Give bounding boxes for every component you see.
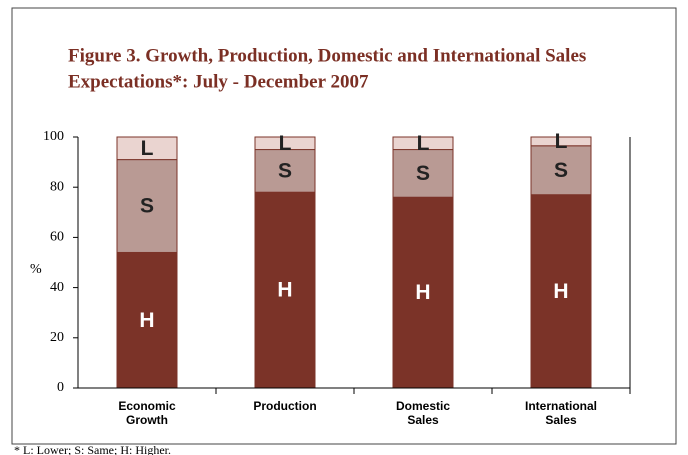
- bar-segment: [530, 194, 592, 389]
- y-tick-label: 80: [50, 179, 64, 194]
- x-tick-label: Production: [253, 399, 316, 413]
- segment-label: S: [278, 159, 292, 182]
- segment-label: H: [553, 280, 568, 303]
- segment-label: H: [277, 279, 292, 302]
- y-tick-label: 40: [50, 280, 64, 295]
- segment-label: H: [415, 281, 430, 304]
- x-tick-label: International Sales: [525, 399, 597, 427]
- segment-label: S: [416, 162, 430, 185]
- segment-label: L: [555, 130, 568, 153]
- y-axis-label: %: [30, 262, 42, 277]
- chart-title: Figure 3. Growth, Production, Domestic a…: [68, 45, 586, 66]
- segment-label: H: [139, 309, 154, 332]
- bar-segment: [530, 136, 592, 147]
- x-tick-label: Domestic Sales: [396, 399, 450, 427]
- bar-segment: [116, 251, 178, 389]
- segment-label: S: [554, 159, 568, 182]
- bar-segment: [254, 136, 316, 151]
- bar-segment: [392, 196, 454, 389]
- y-tick-label: 60: [50, 230, 64, 245]
- bar-segment: [116, 136, 178, 161]
- bar-segment: [392, 136, 454, 151]
- chart-title: Expectations*: July - December 2007: [68, 71, 369, 92]
- segment-label: L: [141, 137, 154, 160]
- y-tick-label: 20: [50, 330, 64, 345]
- y-tick-label: 100: [43, 129, 64, 144]
- footnote: * L: Lower; S: Same; H: Higher.: [14, 443, 171, 455]
- x-tick-label: Economic Growth: [118, 399, 176, 427]
- bar-segment: [254, 149, 316, 193]
- segment-label: S: [140, 195, 154, 218]
- bar-segment: [530, 145, 592, 196]
- bar-segment: [392, 149, 454, 198]
- bar-segment: [116, 159, 178, 253]
- segment-label: L: [279, 132, 292, 155]
- y-tick-label: 0: [57, 380, 64, 395]
- segment-label: L: [417, 132, 430, 155]
- bar-segment: [254, 191, 316, 389]
